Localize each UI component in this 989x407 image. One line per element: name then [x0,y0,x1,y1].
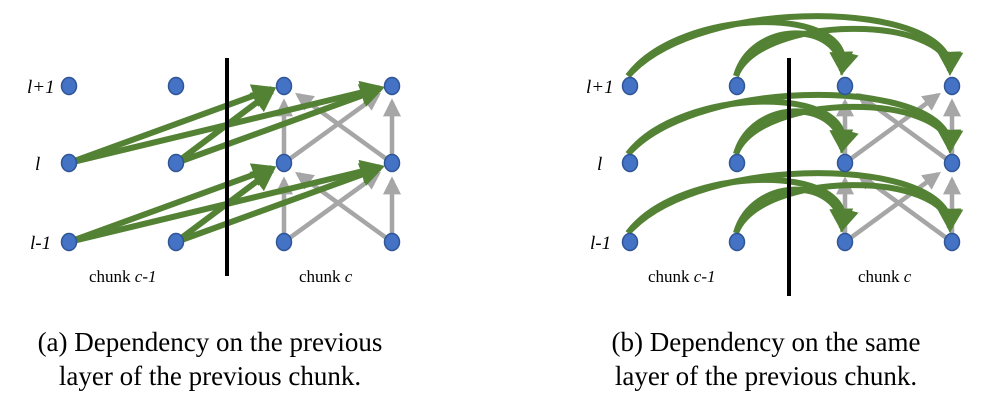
dependency-arc [733,103,962,156]
layer-label-bottom: l-1 [590,233,611,254]
panel-b: l+1 l l-1 chunk c-1 chunk c (b) Dependen… [586,13,964,391]
node [383,76,401,96]
node [167,153,185,173]
panel-a-green-edges [67,80,385,245]
dependency-arc [733,182,962,235]
node [836,232,854,252]
layer-label-bottom: l-1 [30,233,51,254]
layer-label-top: l+1 [27,77,55,98]
node [275,232,293,252]
node [383,232,401,252]
layer-label-mid: l [35,154,40,175]
panel-b-green-arcs [625,13,964,235]
dependency-arc [625,91,964,157]
chunk-label-previous: chunk c-1 [648,267,716,286]
panel-a: l+1 l l-1 chunk c-1 chunk c (a) Dependen… [27,58,401,391]
caption-a-line2: layer of the previous chunk. [59,361,361,391]
node [167,76,185,96]
dependency-arc [625,13,964,78]
chunk-label-current: chunk c [299,267,353,286]
caption-b-line2: layer of the previous chunk. [615,361,917,391]
chunk-prefix: chunk [648,267,694,286]
node [275,76,293,96]
chunk-var: c-1 [694,267,716,286]
node [167,232,185,252]
layer-label-mid: l [597,154,602,175]
chunk-prefix: chunk [89,267,135,286]
panel-b-nodes [621,76,961,252]
node [60,76,78,96]
dependency-edge [67,163,277,245]
panel-a-nodes [60,76,401,252]
chunk-prefix: chunk [858,267,904,286]
node [943,76,961,96]
node [836,153,854,173]
caption-a-line1: (a) Dependency on the previous [38,327,383,357]
dependency-edge [67,84,277,166]
node [621,232,639,252]
chunk-var: c [904,267,912,286]
node [728,232,746,252]
dependency-edge [174,167,276,245]
node [60,153,78,173]
node [728,76,746,96]
node [383,153,401,173]
dependency-edge [174,88,276,166]
layer-label-top: l+1 [586,77,614,98]
node [728,153,746,173]
node [60,232,78,252]
dependency-edge [174,163,385,245]
chunk-var: c-1 [135,267,157,286]
gray-edge [843,92,941,165]
dependency-arc [733,25,962,78]
dependency-edge [174,84,385,166]
node [943,153,961,173]
node [836,76,854,96]
node [943,232,961,252]
chunk-label-current: chunk c [858,267,912,286]
node [621,153,639,173]
caption-b-line1: (b) Dependency on the same [612,327,921,357]
chunk-prefix: chunk [299,267,345,286]
chunk-label-previous: chunk c-1 [89,267,157,286]
node [275,153,293,173]
gray-edge [843,171,941,244]
node [621,76,639,96]
panel-b-gray-edges [836,92,961,244]
chunk-var: c [345,267,353,286]
